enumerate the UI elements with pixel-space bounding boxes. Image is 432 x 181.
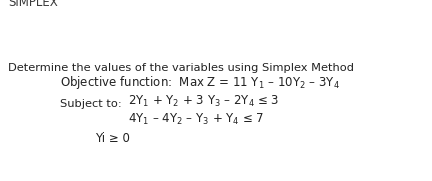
- Text: 2Y$_1$ + Y$_2$ + 3 Y$_3$ – 2Y$_4$ ≤ 3: 2Y$_1$ + Y$_2$ + 3 Y$_3$ – 2Y$_4$ ≤ 3: [128, 94, 280, 109]
- Text: 4Y$_1$ – 4Y$_2$ – Y$_3$ + Y$_4$ ≤ 7: 4Y$_1$ – 4Y$_2$ – Y$_3$ + Y$_4$ ≤ 7: [128, 112, 264, 127]
- Text: Objective function:  Max Z = 11 Y$_1$ – 10Y$_2$ – 3Y$_4$: Objective function: Max Z = 11 Y$_1$ – 1…: [60, 74, 340, 91]
- Text: Yi ≥ 0: Yi ≥ 0: [95, 132, 130, 145]
- Text: Determine the values of the variables using Simplex Method: Determine the values of the variables us…: [8, 63, 354, 73]
- Text: SIMPLEX: SIMPLEX: [8, 0, 58, 9]
- Text: Subject to:: Subject to:: [60, 99, 122, 109]
